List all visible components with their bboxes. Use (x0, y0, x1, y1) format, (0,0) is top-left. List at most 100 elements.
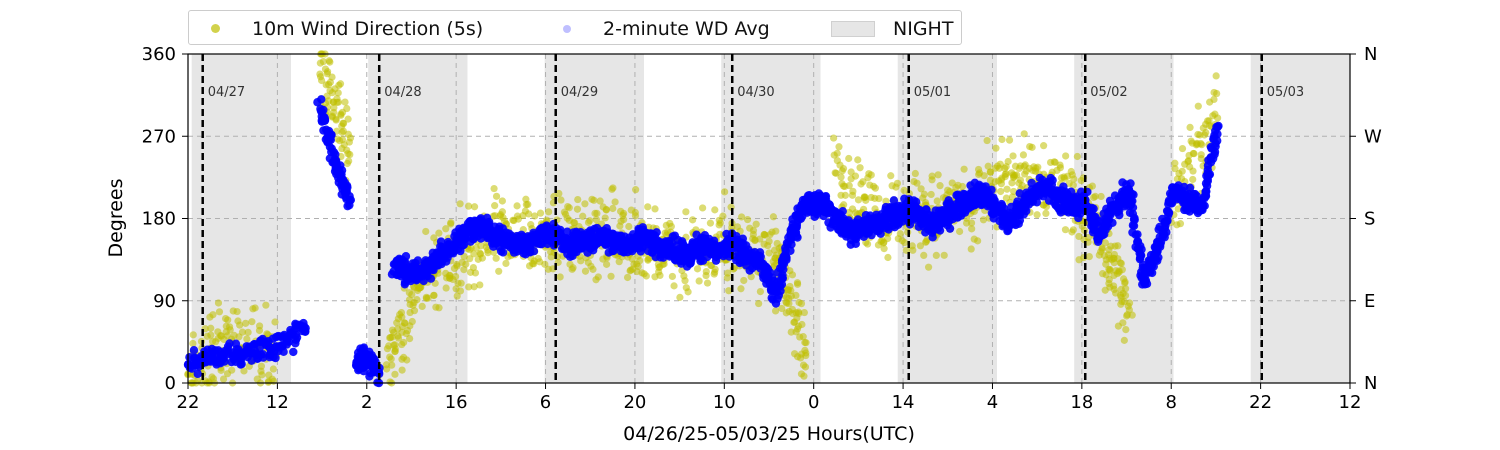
avg-point (1135, 253, 1145, 262)
avg-point (1108, 218, 1117, 228)
raw-point (435, 229, 443, 237)
raw-point (248, 318, 256, 326)
raw-point (531, 212, 539, 220)
raw-point (1073, 152, 1081, 161)
avg-point (928, 233, 937, 242)
raw-point (756, 287, 765, 296)
raw-point (594, 273, 602, 281)
raw-point (498, 197, 506, 205)
avg-point (1201, 187, 1210, 196)
raw-point (1085, 252, 1093, 261)
raw-point (1021, 161, 1029, 169)
raw-point (557, 196, 565, 204)
avg-point (313, 98, 322, 107)
raw-point (875, 194, 883, 203)
raw-point (841, 191, 849, 199)
raw-point (607, 272, 615, 280)
raw-point (1101, 239, 1109, 247)
raw-point (980, 172, 988, 180)
raw-point (788, 271, 797, 279)
raw-point (470, 203, 479, 211)
raw-point (398, 366, 406, 374)
raw-point (452, 272, 460, 281)
raw-point (799, 333, 807, 341)
avg-point (1129, 215, 1139, 224)
raw-point (325, 57, 333, 65)
raw-point (1125, 306, 1133, 314)
raw-point (887, 172, 895, 180)
raw-point (536, 209, 545, 217)
raw-point (719, 212, 727, 220)
raw-point (867, 171, 875, 179)
raw-point (998, 135, 1006, 144)
raw-point (470, 283, 478, 291)
raw-point (1009, 152, 1017, 160)
raw-point (608, 185, 616, 193)
raw-point (689, 216, 697, 224)
raw-point (545, 208, 553, 216)
raw-point (909, 246, 917, 254)
raw-point (921, 198, 930, 207)
raw-point (995, 164, 1003, 172)
raw-point (644, 203, 652, 211)
avg-point (401, 252, 411, 261)
raw-point (893, 179, 902, 187)
raw-point (403, 356, 411, 364)
raw-point (257, 362, 266, 370)
raw-point (398, 313, 406, 321)
raw-point (1075, 232, 1083, 241)
x-tick-label: 4 (987, 392, 998, 413)
raw-point (189, 331, 197, 339)
raw-point (262, 301, 270, 309)
raw-point (328, 73, 336, 81)
raw-point (992, 144, 1000, 152)
raw-point (430, 291, 438, 300)
raw-point (490, 184, 498, 193)
raw-point (1178, 167, 1186, 175)
raw-point (596, 197, 604, 205)
raw-point (940, 251, 948, 259)
raw-point (695, 277, 703, 285)
avg-point (498, 248, 508, 257)
legend-label-raw: 10m Wind Direction (5s) (252, 17, 484, 40)
avg-point (779, 253, 789, 263)
raw-point (555, 189, 563, 198)
x-tick-label: 22 (177, 392, 200, 413)
raw-point (1210, 95, 1218, 104)
raw-point (710, 270, 718, 278)
raw-point (1091, 192, 1099, 200)
raw-point (864, 240, 872, 248)
raw-point (845, 182, 853, 190)
avg-point (945, 224, 955, 233)
raw-point (785, 300, 793, 308)
x-tick-label: 12 (266, 392, 289, 413)
raw-point (792, 291, 800, 299)
raw-point (854, 196, 863, 204)
raw-point (502, 259, 510, 268)
raw-point (1097, 192, 1105, 201)
avg-point (327, 130, 336, 140)
raw-point (589, 265, 597, 273)
raw-point (408, 317, 416, 326)
raw-point (1002, 170, 1010, 178)
raw-point (1123, 312, 1131, 320)
raw-point (1178, 144, 1187, 153)
raw-point (749, 230, 757, 239)
raw-point (1128, 311, 1136, 319)
y-tick-label-right: S (1364, 209, 1375, 230)
raw-point (1120, 336, 1128, 344)
avg-point (193, 369, 202, 379)
raw-point (756, 235, 764, 243)
raw-point (400, 319, 408, 327)
legend-item-night: NIGHT (831, 11, 953, 46)
raw-point (857, 180, 865, 188)
raw-point (681, 277, 689, 285)
raw-point (1111, 242, 1119, 250)
raw-point (207, 324, 215, 332)
y-axis-label: Degrees (105, 178, 127, 257)
raw-point (900, 238, 909, 247)
legend-label-night: NIGHT (893, 17, 954, 40)
raw-point (391, 370, 399, 378)
avg-point (426, 274, 436, 283)
avg-point (1164, 208, 1174, 218)
